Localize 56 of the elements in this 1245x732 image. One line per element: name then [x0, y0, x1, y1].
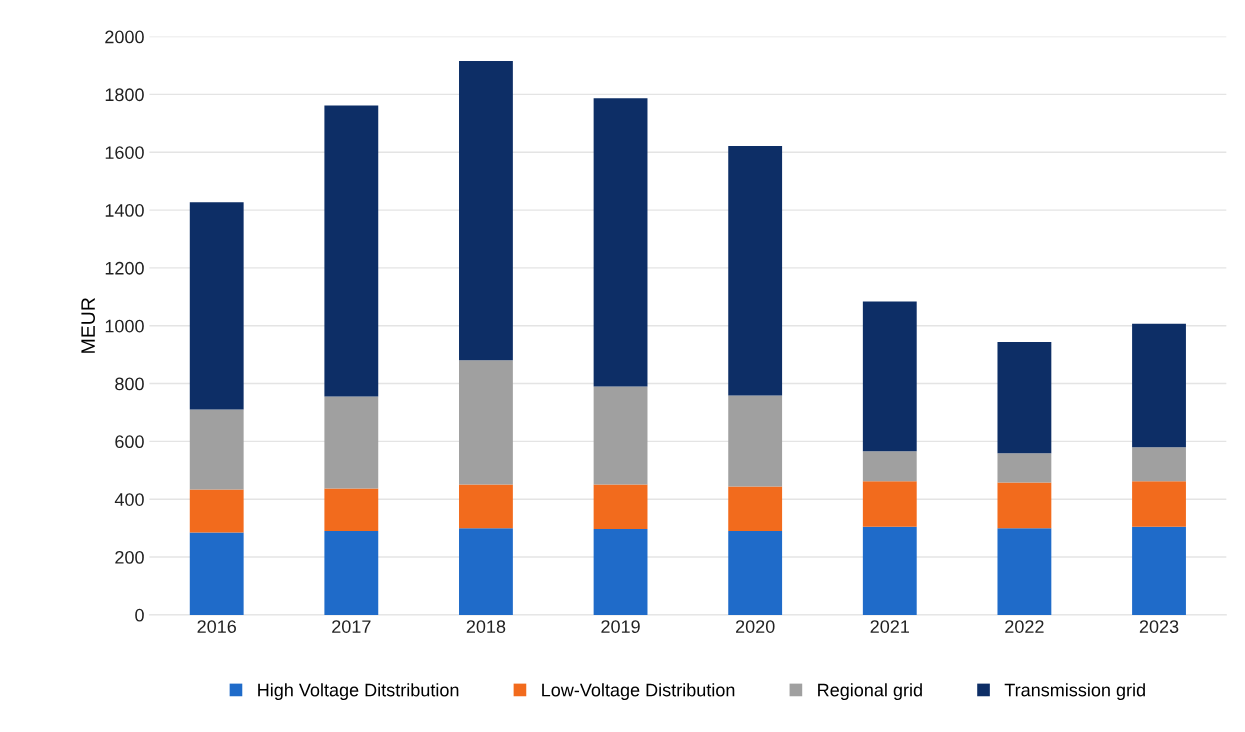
y-tick-label: 200 — [115, 550, 144, 564]
bar — [459, 528, 513, 615]
bar — [324, 531, 379, 615]
bar — [997, 341, 1052, 454]
bar — [593, 386, 648, 485]
x-tick-label: 2019 — [601, 620, 640, 633]
bar — [728, 531, 783, 615]
y-tick-label: 1000 — [105, 319, 144, 333]
x-tick-label: 2023 — [1139, 620, 1179, 633]
bar — [997, 528, 1052, 615]
bar — [459, 484, 513, 529]
bar — [997, 482, 1052, 529]
bar — [997, 453, 1052, 483]
x-tick-label: 2018 — [466, 620, 506, 633]
y-tick-label: 600 — [115, 435, 144, 449]
bar — [862, 451, 917, 482]
y-axis-title: MEUR — [81, 298, 95, 353]
bar — [324, 396, 379, 489]
bar — [324, 488, 379, 532]
bar — [1132, 526, 1186, 615]
bar — [728, 486, 783, 532]
legend-label: Low-Voltage Distribution — [542, 683, 735, 701]
x-tick-label: 2021 — [870, 620, 909, 633]
bar — [593, 98, 648, 387]
bar — [1132, 323, 1186, 448]
bar — [189, 202, 244, 410]
bar — [593, 529, 648, 615]
y-tick-label: 1400 — [105, 204, 144, 217]
y-tick-label: 1200 — [105, 261, 144, 275]
bar — [862, 301, 917, 452]
x-tick-label: 2017 — [332, 620, 371, 633]
bar — [459, 360, 513, 485]
bar — [862, 481, 917, 527]
y-tick-label: 1600 — [105, 146, 144, 159]
bar — [1132, 447, 1186, 482]
y-tick-label: 1800 — [105, 88, 144, 102]
x-tick-label: 2020 — [736, 620, 775, 633]
x-tick-label: 2016 — [197, 620, 236, 633]
y-tick-label: 0 — [135, 608, 144, 622]
y-tick-label: 800 — [115, 377, 144, 391]
bar — [728, 395, 783, 487]
bar — [189, 532, 244, 615]
y-tick-label: 2000 — [105, 30, 144, 44]
legend-label: Transmission grid — [1004, 683, 1145, 701]
y-tick-label: 400 — [114, 493, 144, 506]
bar — [459, 60, 513, 361]
bar — [189, 409, 244, 490]
bar — [862, 526, 917, 615]
bar — [593, 484, 648, 530]
bar — [728, 145, 783, 396]
x-tick-label: 2022 — [1005, 620, 1044, 633]
bar — [324, 105, 379, 397]
bar — [189, 489, 244, 533]
bar — [1132, 481, 1186, 527]
legend-label: Regional grid — [818, 683, 922, 701]
legend-label: High Voltage Ditstribution — [258, 683, 459, 701]
